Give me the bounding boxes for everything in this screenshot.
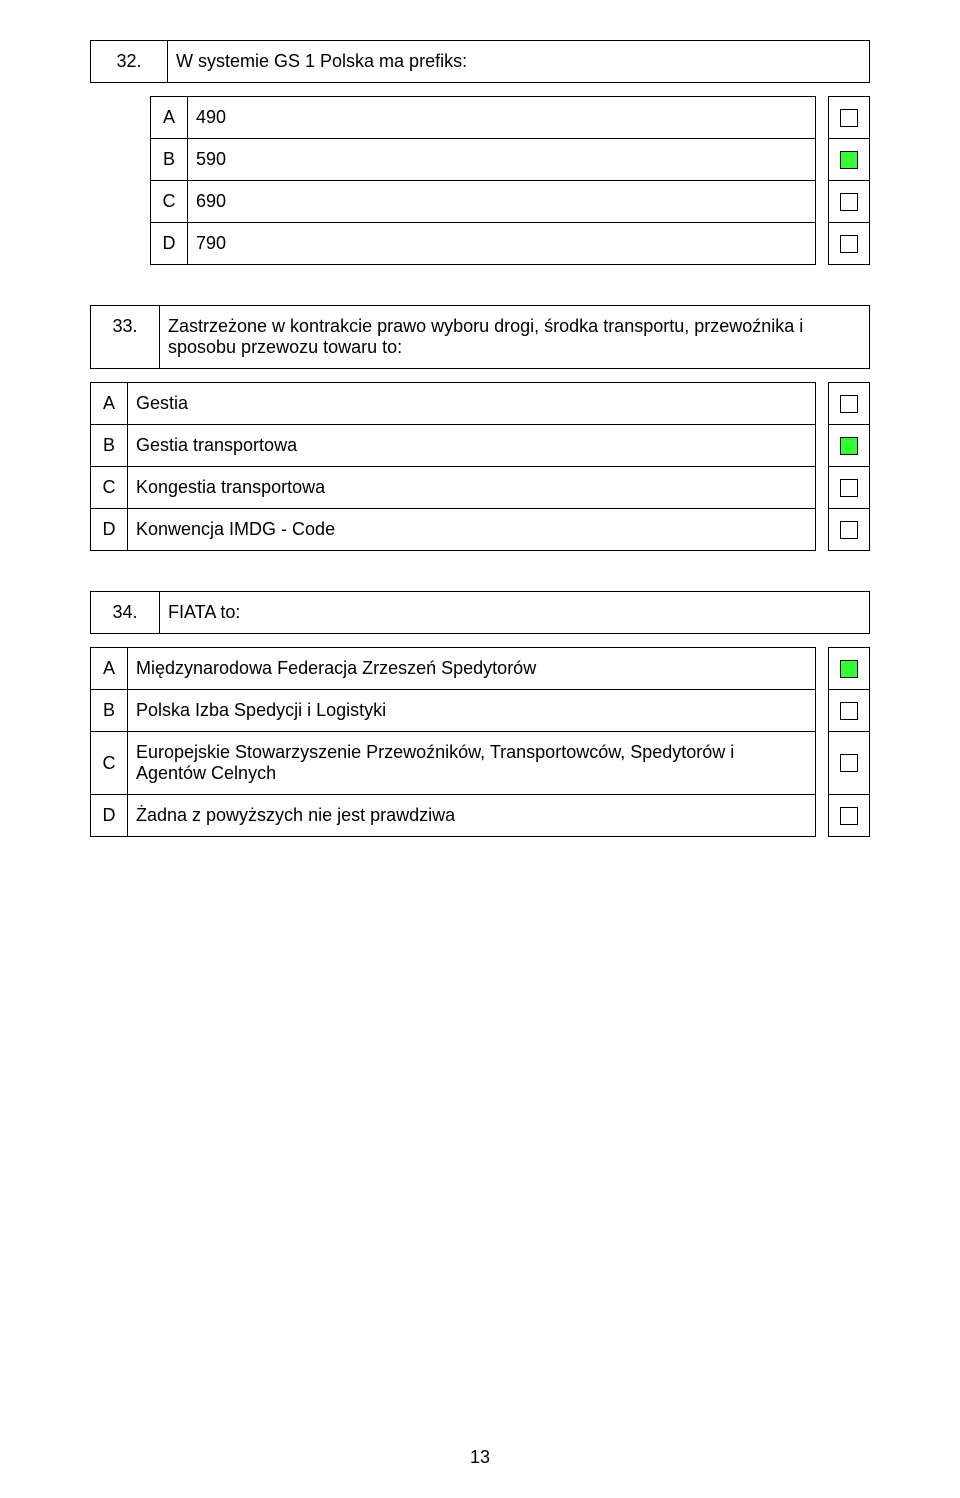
question-33-header: 33. Zastrzeżone w kontrakcie prawo wybor… [90,305,870,369]
option-checkbox[interactable] [828,794,870,837]
option-letter: B [90,424,128,467]
option-checkbox[interactable] [828,647,870,690]
question-34: 34. FIATA to: A Międzynarodowa Federacja… [90,591,870,837]
option-text: Międzynarodowa Federacja Zrzeszeń Spedyt… [128,647,816,690]
option-letter: D [90,794,128,837]
option-text: 690 [188,180,816,223]
option-checkbox[interactable] [828,508,870,551]
option-letter: A [90,647,128,690]
option-checkbox[interactable] [828,382,870,425]
option-checkbox[interactable] [828,180,870,223]
question-32: 32. W systemie GS 1 Polska ma prefiks: A… [90,40,870,265]
option-checkbox[interactable] [828,96,870,139]
question-33-option-a: A Gestia [90,382,870,425]
question-33-option-d: D Konwencja IMDG - Code [90,508,870,551]
option-checkbox[interactable] [828,466,870,509]
option-letter: D [150,222,188,265]
question-33: 33. Zastrzeżone w kontrakcie prawo wybor… [90,305,870,551]
option-letter: A [90,382,128,425]
question-33-text: Zastrzeżone w kontrakcie prawo wyboru dr… [160,306,870,369]
option-letter: C [90,731,128,795]
question-34-option-a: A Międzynarodowa Federacja Zrzeszeń Sped… [90,647,870,690]
option-text: Europejskie Stowarzyszenie Przewoźników,… [128,731,816,795]
option-letter: A [150,96,188,139]
option-checkbox[interactable] [828,689,870,732]
page-number: 13 [0,1447,960,1468]
question-32-number: 32. [91,41,168,83]
option-checkbox[interactable] [828,424,870,467]
option-letter: B [150,138,188,181]
question-32-header: 32. W systemie GS 1 Polska ma prefiks: [90,40,870,83]
option-text: 490 [188,96,816,139]
option-text: 590 [188,138,816,181]
question-34-number: 34. [91,592,160,634]
question-32-option-d: D 790 [90,222,870,265]
question-34-option-c: C Europejskie Stowarzyszenie Przewoźnikó… [90,731,870,795]
question-32-option-c: C 690 [90,180,870,223]
option-letter: C [150,180,188,223]
question-34-header: 34. FIATA to: [90,591,870,634]
option-letter: D [90,508,128,551]
option-letter: C [90,466,128,509]
page: 32. W systemie GS 1 Polska ma prefiks: A… [0,0,960,1498]
question-34-text: FIATA to: [160,592,870,634]
question-32-option-b: B 590 [90,138,870,181]
question-34-option-b: B Polska Izba Spedycji i Logistyki [90,689,870,732]
question-33-option-b: B Gestia transportowa [90,424,870,467]
question-32-text: W systemie GS 1 Polska ma prefiks: [168,41,870,83]
option-checkbox[interactable] [828,138,870,181]
option-text: Kongestia transportowa [128,466,816,509]
question-32-option-a: A 490 [90,96,870,139]
option-text: Gestia transportowa [128,424,816,467]
question-33-number: 33. [91,306,160,369]
option-letter: B [90,689,128,732]
option-text: Polska Izba Spedycji i Logistyki [128,689,816,732]
question-34-option-d: D Żadna z powyższych nie jest prawdziwa [90,794,870,837]
option-text: Żadna z powyższych nie jest prawdziwa [128,794,816,837]
option-text: Gestia [128,382,816,425]
option-checkbox[interactable] [828,731,870,795]
question-33-option-c: C Kongestia transportowa [90,466,870,509]
option-text: Konwencja IMDG - Code [128,508,816,551]
option-checkbox[interactable] [828,222,870,265]
option-text: 790 [188,222,816,265]
